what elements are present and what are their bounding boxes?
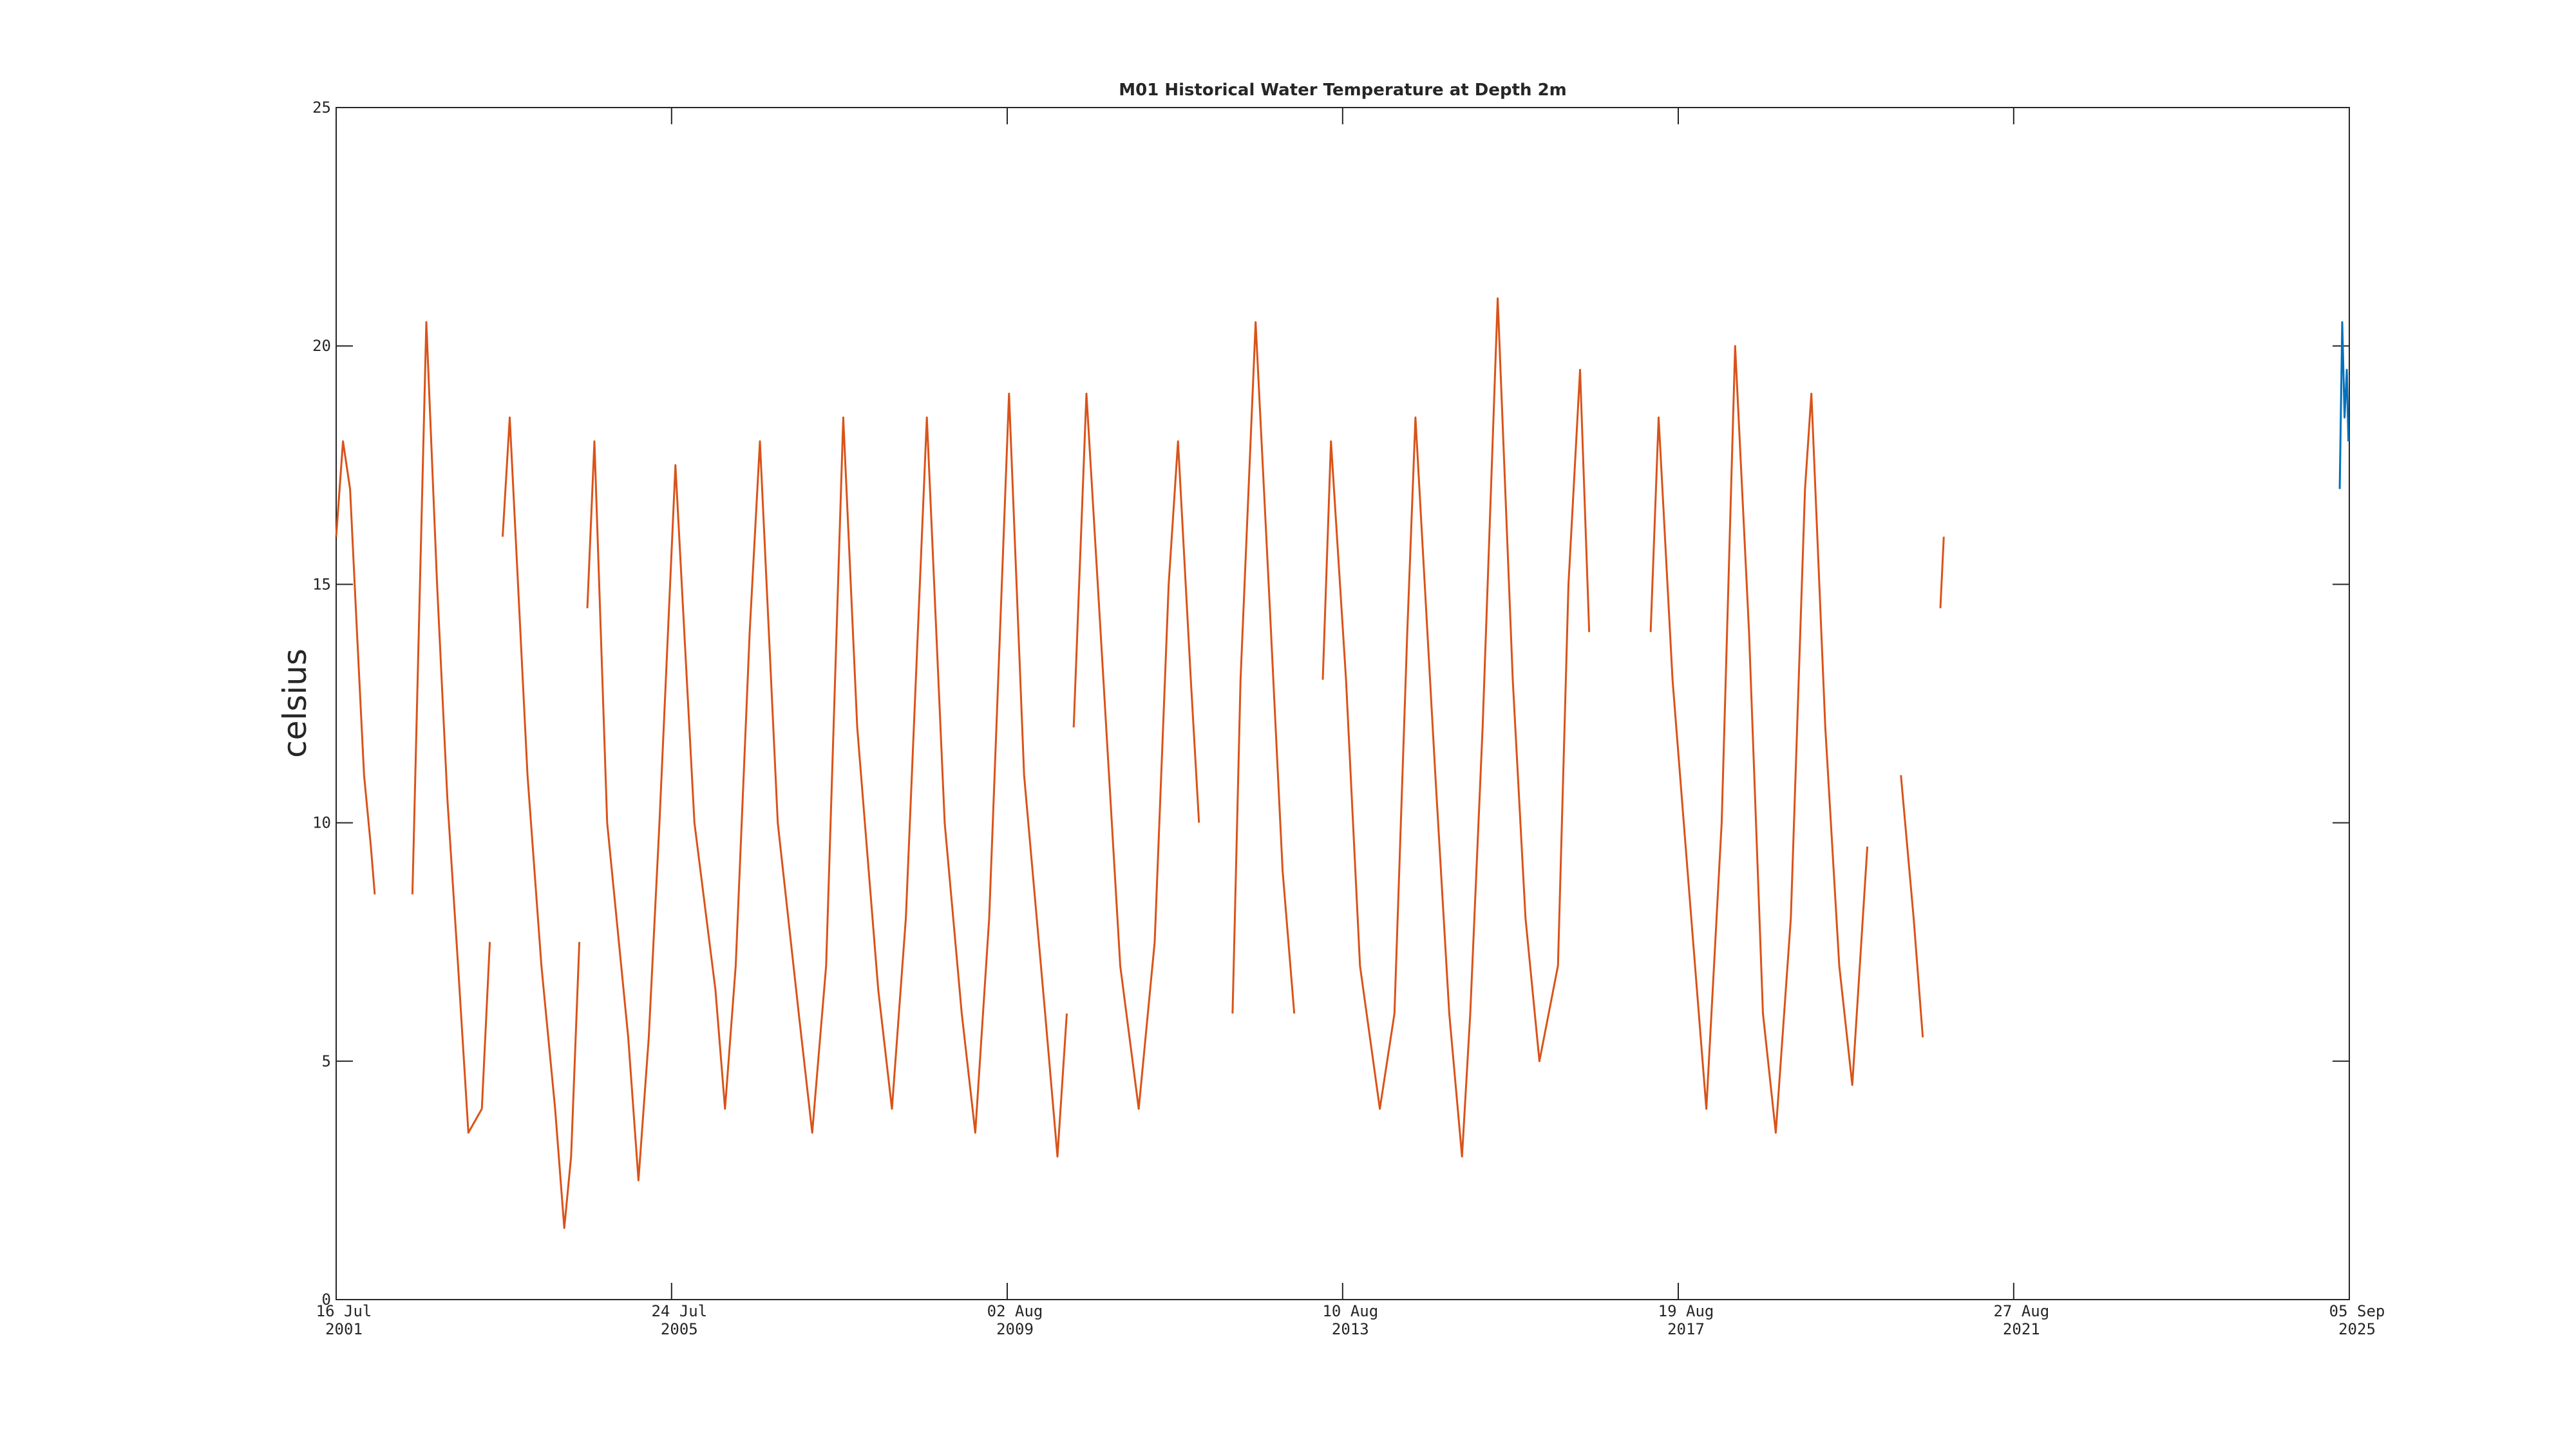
y-axis-label: celsius — [276, 649, 314, 758]
y-tick-label: 0 — [322, 1291, 331, 1309]
series-line — [2338, 321, 2350, 489]
x-tick-label: 27 Aug — [1993, 1302, 2049, 1320]
x-tick-label: 2025 — [2338, 1320, 2376, 1338]
x-tick-label: 2021 — [2003, 1320, 2040, 1338]
x-tick-label: 10 Aug — [1322, 1302, 1378, 1320]
x-tick-label: 24 Jul — [651, 1302, 707, 1320]
series-line — [335, 297, 1945, 1229]
chart-title: M01 Historical Water Temperature at Dept… — [1119, 80, 1567, 100]
y-tick-label: 5 — [322, 1052, 331, 1070]
y-tick-label: 15 — [312, 575, 331, 593]
y-tick-label: 10 — [312, 814, 331, 832]
x-tick-label: 2017 — [1667, 1320, 1705, 1338]
x-tick-label: 2001 — [325, 1320, 363, 1338]
x-tick-label: 2005 — [661, 1320, 698, 1338]
x-tick-label: 19 Aug — [1658, 1302, 1714, 1320]
x-tick-label: 2013 — [1332, 1320, 1369, 1338]
x-tick-label: 16 Jul — [316, 1302, 372, 1320]
x-tick-label: 05 Sep — [2329, 1302, 2385, 1320]
x-tick-label: 2009 — [996, 1320, 1034, 1338]
y-tick-label: 20 — [312, 337, 331, 355]
x-tick-label: 02 Aug — [987, 1302, 1043, 1320]
y-tick-label: 25 — [312, 99, 331, 117]
